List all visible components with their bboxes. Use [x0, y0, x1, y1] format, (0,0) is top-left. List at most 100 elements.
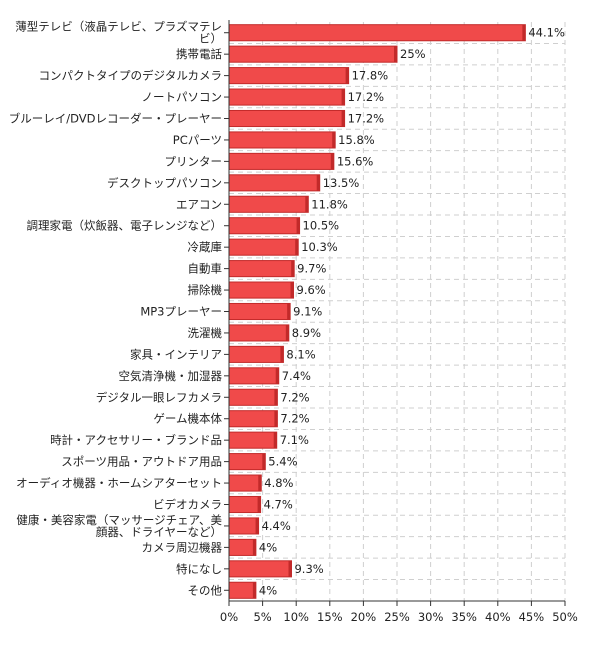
category-label-line: 空気清浄機・加湿器 [119, 369, 223, 383]
bar-edge [252, 582, 256, 599]
category-label: ビデオカメラ [153, 498, 222, 512]
category-label-line: デジタル一眼レフカメラ [96, 390, 222, 404]
bar [228, 538, 257, 556]
bar-edge [522, 24, 526, 41]
category-label: カメラ周辺機器 [142, 540, 223, 554]
bar-edge [273, 432, 277, 449]
bar [228, 474, 262, 492]
category-label-line: オーディオ機器・ホームシアターセット [16, 476, 222, 490]
x-tick-label: 0% [220, 610, 238, 624]
bar [228, 495, 262, 514]
value-label: 4.7% [264, 498, 293, 512]
value-label: 4% [259, 540, 277, 554]
bar-edge [280, 346, 284, 363]
value-label: 15.6% [337, 154, 374, 168]
bar [228, 560, 292, 578]
bar-edge [345, 67, 349, 84]
category-label: 時計・アクセサリー・ブランド品 [50, 433, 222, 447]
category-label-line: デスクトップパソコン [107, 176, 222, 190]
value-label: 7.2% [280, 390, 309, 404]
category-label: コンパクトタイプのデジタルカメラ [39, 69, 222, 83]
value-label: 7.1% [280, 433, 309, 447]
category-label: エアコン [176, 197, 222, 211]
category-label-line: ブルーレイ/DVDレコーダー・プレーヤー [9, 112, 222, 126]
value-label: 25% [400, 47, 426, 61]
bar [228, 410, 278, 428]
value-label: 9.7% [297, 262, 326, 276]
category-label-line: 掃除機 [188, 283, 223, 297]
bar [228, 431, 278, 449]
category-label: 自動車 [188, 262, 223, 276]
category-label: 冷蔵庫 [188, 240, 223, 254]
x-tick-label: 45% [519, 610, 545, 624]
value-label: 17.2% [348, 112, 385, 126]
bar-edge [274, 410, 278, 427]
category-label-line: 携帯電話 [176, 47, 222, 61]
x-tick-label: 5% [253, 610, 271, 624]
bar [228, 581, 257, 599]
value-label: 9.3% [294, 562, 323, 576]
category-label: オーディオ機器・ホームシアターセット [16, 476, 222, 490]
category-label-line: 自動車 [188, 262, 223, 276]
category-label: 家具・インテリア [130, 347, 222, 361]
value-label: 10.3% [301, 240, 338, 254]
bar [228, 45, 398, 63]
bar [228, 281, 295, 299]
x-tick-label: 40% [485, 610, 511, 624]
category-label: MP3プレーヤー [140, 305, 222, 319]
bar [228, 24, 526, 42]
bar [228, 238, 299, 256]
category-label-line: 調理家電（炊飯器、電子レンジなど） [27, 219, 223, 233]
bar-edge [257, 496, 261, 513]
category-label: ブルーレイ/DVDレコーダー・プレーヤー [9, 112, 222, 126]
category-label: プリンター [165, 154, 223, 168]
category-label: 携帯電話 [176, 47, 222, 61]
category-label-line: PCパーツ [173, 133, 222, 147]
bar [228, 88, 346, 106]
bar [228, 131, 336, 149]
category-label-line: 洗濯機 [188, 326, 223, 340]
bar-edge [291, 260, 295, 277]
bar-edge [305, 196, 309, 213]
bar [228, 260, 295, 278]
bar [228, 388, 278, 406]
bar [228, 152, 335, 170]
category-label-line: 冷蔵庫 [188, 240, 223, 254]
bar-edge [341, 89, 345, 106]
bar-edge [316, 174, 320, 191]
value-label: 9.1% [293, 305, 322, 319]
category-label-line: MP3プレーヤー [140, 305, 222, 319]
value-label: 9.6% [297, 283, 326, 297]
bar-edge [285, 324, 289, 341]
category-label: 掃除機 [188, 283, 223, 297]
category-label-line: 薄型テレビ（液晶テレビ、プラズマテレ [15, 20, 222, 34]
value-label: 7.4% [282, 369, 311, 383]
category-label: ゲーム機本体 [153, 412, 222, 426]
category-label-line: 健康・美容家電（マッサージチェア、美 [16, 513, 222, 527]
x-tick-label: 15% [317, 610, 343, 624]
bar-edge [288, 560, 292, 577]
category-label-line: ゲーム機本体 [153, 412, 222, 426]
category-label-line: その他 [188, 583, 223, 597]
bar [228, 367, 280, 385]
bar-edge [394, 46, 397, 63]
value-label: 8.1% [286, 347, 315, 361]
value-label: 4% [259, 583, 277, 597]
labels: 0% 5% 10% 15% 20% 25% 30% 35% 40% 45% 50% 44.1% 薄型テレ… [9, 20, 578, 624]
category-label: その他 [188, 583, 223, 597]
bar [228, 109, 346, 128]
category-label-line: コンパクトタイプのデジタルカメラ [39, 69, 222, 83]
x-tick-label: 50% [552, 610, 578, 624]
value-label: 11.8% [311, 197, 348, 211]
category-label-line: ビ） [199, 32, 222, 46]
category-label-line: 顔器、ドライヤーなど） [96, 525, 222, 539]
category-label-line: 時計・アクセサリー・ブランド品 [50, 433, 222, 447]
bar-edge [262, 453, 266, 470]
category-label: デスクトップパソコン [107, 176, 222, 190]
grid-lines [229, 22, 566, 601]
category-label-line: エアコン [176, 197, 222, 211]
x-tick-label: 35% [451, 610, 477, 624]
bar [228, 517, 260, 535]
bar-edge [290, 282, 294, 299]
bar-edge [332, 131, 336, 148]
